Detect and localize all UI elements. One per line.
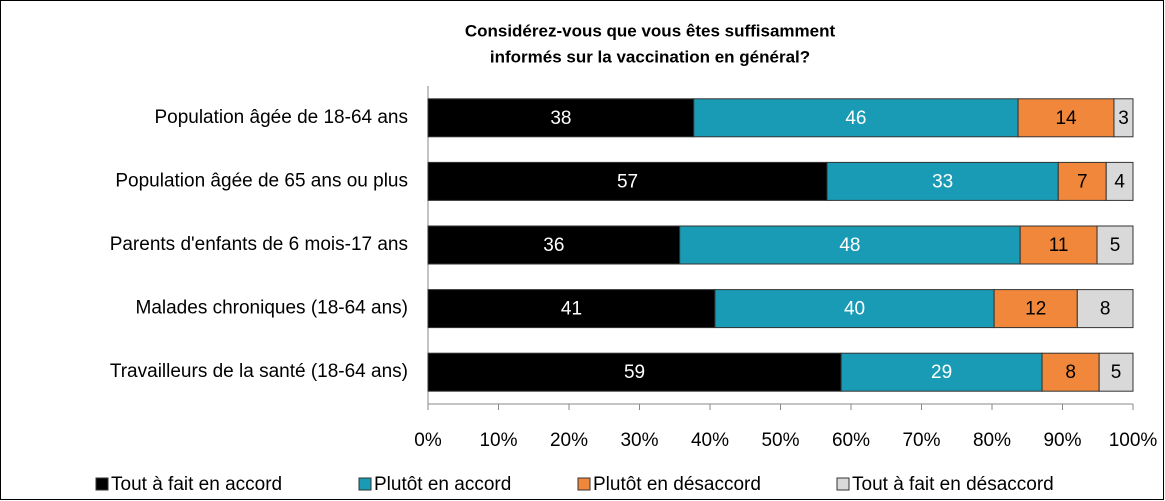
- legend-label: Tout à fait en accord: [111, 474, 282, 495]
- y-tick-label: Malades chroniques (18-64 ans): [136, 298, 409, 319]
- data-label: 4: [1114, 171, 1125, 192]
- y-tick-label: Travailleurs de la santé (18-64 ans): [110, 361, 408, 382]
- data-label: 57: [617, 171, 638, 192]
- data-label: 40: [844, 299, 865, 320]
- bar-segment: [427, 289, 716, 329]
- data-label: 38: [550, 108, 571, 129]
- legend-label: Tout à fait en désaccord: [852, 474, 1054, 495]
- x-tick-label: 30%: [620, 430, 658, 451]
- chart-title: Considérez-vous que vous êtes suffisamme…: [465, 21, 836, 40]
- chart-title: informés sur la vaccination en général?: [490, 47, 810, 66]
- data-label: 12: [1025, 299, 1046, 320]
- data-label: 8: [1100, 299, 1111, 320]
- y-tick-label: Parents d'enfants de 6 mois-17 ans: [110, 234, 408, 255]
- bar-segment: [693, 98, 1019, 138]
- data-label: 48: [839, 235, 860, 256]
- bar-segment: [427, 352, 842, 392]
- data-label: 14: [1055, 108, 1077, 129]
- bar-segment: [840, 352, 1043, 392]
- data-label: 7: [1077, 171, 1088, 192]
- bar-segment: [679, 225, 1021, 265]
- legend-label: Plutôt en désaccord: [593, 474, 761, 495]
- bar-segment: [1098, 352, 1134, 392]
- y-tick-label: Population âgée de 18-64 ans: [154, 107, 408, 128]
- bar-segment: [427, 225, 681, 265]
- y-tick-label: Population âgée de 65 ans ou plus: [115, 170, 408, 191]
- x-tick-label: 60%: [832, 430, 870, 451]
- bar-segment: [826, 161, 1059, 201]
- legend-marker: [358, 477, 372, 491]
- data-label: 8: [1065, 362, 1076, 383]
- x-tick-label: 80%: [973, 430, 1011, 451]
- bar-segment: [1096, 225, 1134, 265]
- legend-marker: [577, 477, 591, 491]
- x-tick-label: 40%: [691, 430, 729, 451]
- x-tick-label: 50%: [761, 430, 799, 451]
- data-label: 59: [624, 362, 645, 383]
- data-label: 29: [931, 362, 952, 383]
- bar-segment: [1113, 98, 1134, 138]
- bar-segment: [1076, 289, 1134, 329]
- x-tick-label: 20%: [550, 430, 588, 451]
- legend-marker: [95, 477, 109, 491]
- bar-segment: [714, 289, 995, 329]
- legend-label: Plutôt en accord: [374, 474, 511, 495]
- data-label: 5: [1111, 362, 1122, 383]
- bar-segment: [427, 161, 828, 201]
- data-label: 5: [1110, 235, 1121, 256]
- bar-segment: [1041, 352, 1100, 392]
- bar-segment: [993, 289, 1078, 329]
- bar-segment: [1105, 161, 1134, 201]
- x-tick-label: 100%: [1109, 430, 1158, 451]
- data-label: 41: [561, 299, 582, 320]
- bar-segment: [1017, 98, 1115, 138]
- x-tick-label: 70%: [902, 430, 940, 451]
- bar-segment: [1057, 161, 1107, 201]
- x-tick-label: 0%: [414, 430, 442, 451]
- data-label: 46: [845, 108, 866, 129]
- data-label: 3: [1118, 108, 1129, 129]
- legend-marker: [836, 477, 850, 491]
- x-tick-label: 10%: [479, 430, 517, 451]
- data-label: 36: [543, 235, 564, 256]
- data-label: 33: [932, 171, 953, 192]
- bar-segment: [1019, 225, 1098, 265]
- x-tick-label: 90%: [1043, 430, 1081, 451]
- bar-segment: [427, 98, 695, 138]
- data-label: 11: [1049, 235, 1069, 256]
